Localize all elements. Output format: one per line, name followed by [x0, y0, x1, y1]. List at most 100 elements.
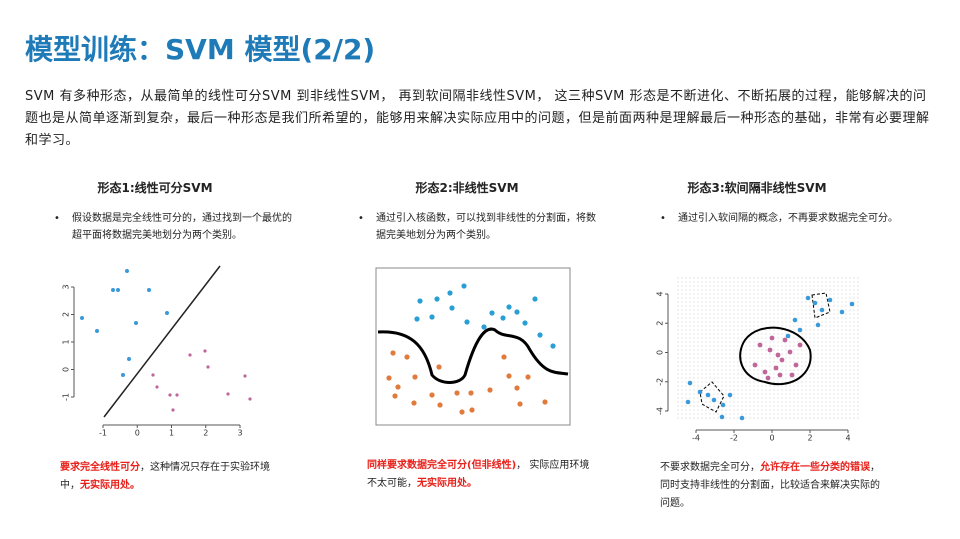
intro: SVM 有多种形态，从最简单的线性可分SVM 到非线性SVM， 再到软间隔非线性… [25, 89, 930, 148]
y-tick-label: 4 [656, 291, 665, 296]
dot [489, 310, 495, 316]
note-segment: 同样要求数据完全可分(但非线性) [367, 460, 517, 471]
dot [792, 317, 798, 323]
dot [429, 314, 435, 320]
dot [805, 295, 811, 301]
note: 同样要求数据完全可分(但非线性)， 实际应用环境不太可能，无实际用处。 [367, 457, 595, 493]
y-tick-label: 0 [62, 367, 71, 372]
dot [687, 380, 693, 386]
dot [165, 311, 169, 315]
note-segment: ，这种情况只存在于实验环境中， [60, 462, 270, 491]
dot [514, 385, 520, 391]
note-segment: 允许存在一些分类的错误 [760, 462, 870, 473]
dot [449, 305, 455, 311]
dot [151, 373, 155, 377]
dot [392, 393, 398, 399]
dot [386, 375, 392, 381]
note-segment: 无实际用处。 [417, 478, 477, 489]
dot [777, 372, 783, 378]
dot [436, 364, 442, 370]
dot [819, 307, 825, 313]
dot [812, 300, 818, 306]
dot [121, 373, 125, 377]
dot [762, 369, 768, 375]
dot [506, 304, 512, 310]
dot [454, 390, 460, 396]
dot [779, 357, 785, 363]
x-tick-label: -2 [730, 434, 738, 443]
dot [417, 298, 423, 304]
dot [775, 352, 781, 358]
dot [188, 353, 192, 357]
y-tick-label: 1 [62, 339, 71, 344]
dot [506, 373, 512, 379]
dot [411, 400, 417, 406]
dot [395, 384, 401, 390]
separator [103, 265, 221, 418]
x-tick-label: -4 [692, 434, 700, 443]
dot [757, 342, 763, 348]
dot [500, 315, 506, 321]
y-tick-label: 2 [656, 321, 665, 326]
bullet: 假设数据是完全线性可分的，通过找到一个最优的超平面将数据完美地划分为两个类别。 [54, 210, 297, 244]
dot [782, 337, 788, 343]
dot [412, 374, 418, 380]
note-segment: 要求完全线性可分 [60, 462, 140, 473]
plot-2 [375, 267, 571, 426]
dot [147, 288, 151, 292]
x-tick-label: 0 [135, 429, 140, 438]
note-segment: 不要求数据完全可分， [660, 462, 760, 473]
note-segment: ， 实际应用环境不太可能， [367, 460, 590, 489]
dot [459, 409, 465, 415]
dot [517, 401, 523, 407]
dot [111, 288, 115, 292]
dot [481, 324, 487, 330]
dot [134, 321, 138, 325]
plot-3: -4 -2 0 2 4 4 2 0 -2 -4 [656, 276, 860, 443]
dot [390, 350, 396, 356]
bullet: 通过引入软间隔的概念，不再要求数据完全可分。 [660, 210, 908, 227]
dot [752, 362, 758, 368]
x-tick-label: 1 [169, 429, 174, 438]
dot [711, 397, 717, 403]
dot [815, 322, 821, 328]
dot [226, 392, 230, 396]
y-tick-label: 2 [62, 312, 71, 317]
dot [550, 343, 556, 349]
dot [464, 319, 470, 325]
dot [175, 393, 179, 397]
dot [727, 392, 733, 398]
dot [765, 375, 771, 381]
dot [739, 415, 745, 421]
dot [797, 342, 803, 348]
dot [797, 327, 803, 333]
dot [434, 296, 440, 302]
note-segment: 无实际用处。 [80, 480, 140, 491]
dot [206, 365, 210, 369]
dot [248, 397, 252, 401]
x-tick-label: -1 [99, 429, 107, 438]
dot [685, 399, 691, 405]
dot [785, 333, 791, 339]
bullet: 通过引入核函数，可以找到非线性的分割面，将数据完美地划分为两个类别。 [358, 210, 601, 244]
dot [720, 402, 726, 408]
dot [501, 354, 507, 360]
dot [514, 309, 520, 315]
dot [537, 332, 543, 338]
x-tick-label: 0 [769, 434, 774, 443]
note: 要求完全线性可分，这种情况只存在于实验环境中，无实际用处。 [60, 459, 288, 495]
dot [542, 399, 548, 405]
y-tick-label: 3 [62, 284, 71, 289]
dot [437, 402, 443, 408]
x-tick-label: 3 [237, 429, 242, 438]
title: 模型训练：SVM 模型(2/2) [25, 33, 376, 66]
dot [447, 290, 453, 296]
dot [532, 296, 538, 302]
heading: 形态3:软间隔非线性SVM [687, 181, 827, 195]
dot [203, 349, 207, 353]
dot [793, 362, 799, 368]
heading: 形态2:非线性SVM [415, 181, 519, 195]
y-tick-label: 0 [656, 350, 665, 355]
